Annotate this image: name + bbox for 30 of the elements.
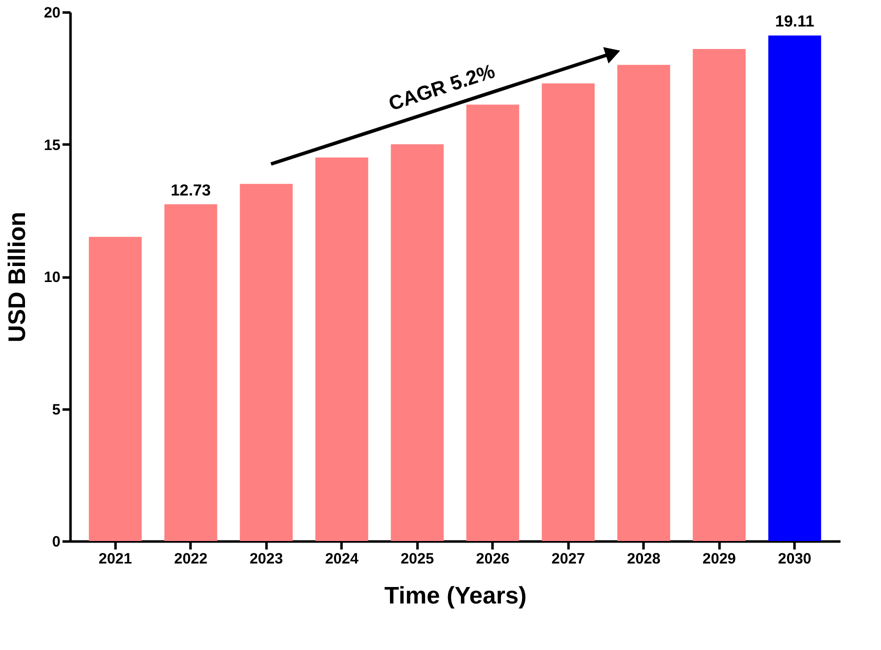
bar xyxy=(617,64,670,541)
y-tick-label: 20 xyxy=(44,4,60,22)
bar xyxy=(466,104,520,541)
bar xyxy=(240,184,293,541)
bar xyxy=(315,157,368,541)
x-tick-label: 2025 xyxy=(400,550,434,568)
x-tick-label: 2030 xyxy=(778,550,812,568)
x-tick-label: 2029 xyxy=(702,550,736,568)
x-tick-label: 2028 xyxy=(627,550,660,568)
bar xyxy=(390,144,444,541)
y-tick-label: 0 xyxy=(52,534,60,550)
y-tick-label: 15 xyxy=(44,136,60,154)
x-axis-title: Time (Years) xyxy=(384,582,527,610)
x-tick-label: 2021 xyxy=(98,550,132,568)
x-tick-label: 2024 xyxy=(325,550,360,568)
x-tick-label: 2027 xyxy=(552,550,585,568)
annotation: CAGR 5.2% xyxy=(386,60,498,116)
y-tick-label: 5 xyxy=(52,401,60,418)
x-tick-label: 2026 xyxy=(476,550,510,568)
data-label: 12.73 xyxy=(170,182,211,200)
y-axis-title: USD Billion xyxy=(4,212,31,342)
bar xyxy=(88,236,142,541)
x-tick-label: 2022 xyxy=(174,550,208,568)
x-tick-label: 2023 xyxy=(250,550,283,568)
bar xyxy=(164,204,218,541)
data-label: 19.11 xyxy=(775,14,814,31)
y-tick-label: 10 xyxy=(44,269,60,286)
bar xyxy=(692,49,746,541)
bar xyxy=(768,36,822,541)
bar xyxy=(542,83,595,541)
